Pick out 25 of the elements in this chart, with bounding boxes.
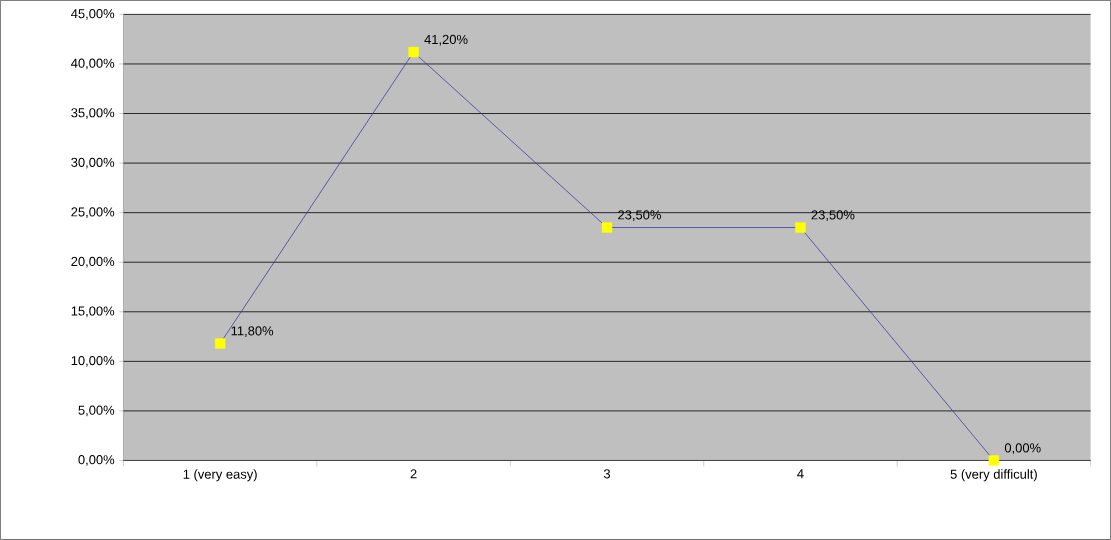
data-label: 23,50%: [618, 210, 661, 222]
y-tick-label: 40,00%: [71, 58, 115, 70]
y-tick-label: 10,00%: [71, 356, 115, 367]
point: [214, 338, 226, 349]
y-tick-label: 45,00%: [71, 9, 115, 20]
point: [795, 222, 806, 233]
point: [601, 222, 613, 233]
y-tick-label: 25,00%: [71, 207, 115, 219]
x-tick-label: 3: [603, 469, 611, 479]
data-label: 11,80%: [231, 326, 274, 338]
y-tick-label: 15,00%: [71, 306, 115, 318]
point: [408, 46, 419, 58]
x-tick-label: 2: [410, 469, 417, 479]
y-tick-label: 0,00%: [78, 455, 115, 466]
x-tick-label: 5 (very difficult): [950, 469, 1037, 482]
x-tick-label: 1 (very easy): [183, 469, 257, 482]
y-tick-label: 35,00%: [71, 108, 115, 119]
data-label: 41,20%: [424, 34, 468, 46]
y-tick-label: 20,00%: [71, 256, 115, 268]
x-tick-label: 4: [797, 469, 804, 479]
y-tick-label: 5,00%: [78, 405, 115, 417]
data-label: 23,50%: [811, 210, 855, 222]
data-label: 0,00%: [1004, 443, 1041, 455]
y-tick-label: 30,00%: [71, 157, 115, 169]
point: [988, 455, 1000, 466]
